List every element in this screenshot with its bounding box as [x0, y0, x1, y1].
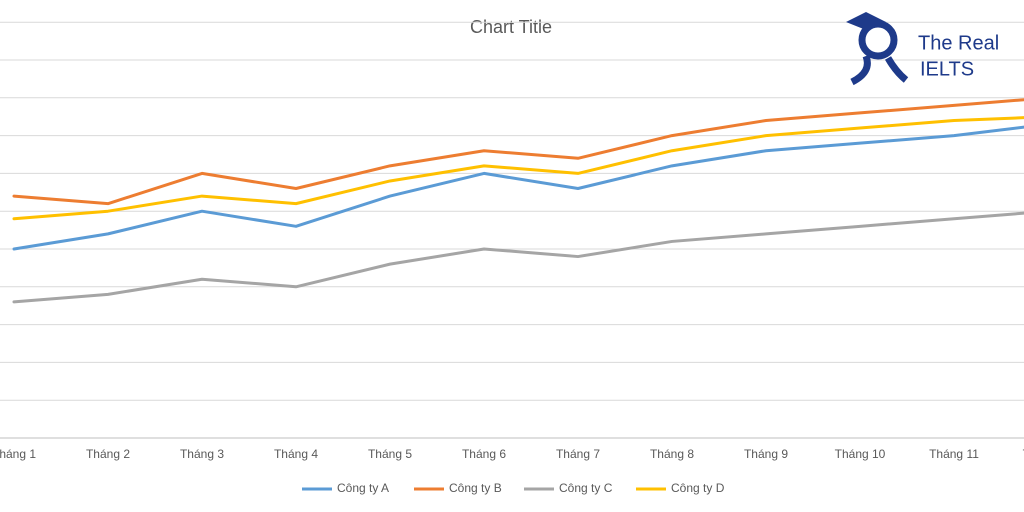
- legend-label: Công ty A: [337, 481, 389, 495]
- x-tick-label: Tháng 1: [0, 447, 36, 461]
- chart-title: Chart Title: [470, 17, 552, 37]
- series-line: [12, 211, 1024, 304]
- x-tick-label: Tháng 3: [180, 447, 224, 461]
- x-tick-label: Tháng 7: [556, 447, 600, 461]
- logo: The Real IELTS: [846, 12, 999, 86]
- x-tick-label: Tháng 4: [274, 447, 318, 461]
- x-tick-label: Tháng 12: [1023, 447, 1024, 461]
- legend-label: Công ty D: [671, 481, 725, 495]
- series-line: [12, 98, 1024, 206]
- logo-text: The Real: [918, 32, 999, 54]
- logo-body: [850, 54, 909, 86]
- x-tick-label: Tháng 5: [368, 447, 412, 461]
- legend-label: Công ty B: [449, 481, 502, 495]
- x-tick-label: Tháng 10: [835, 447, 886, 461]
- series-line: [12, 125, 1024, 251]
- logo-cap: [846, 12, 886, 30]
- legend-label: Công ty C: [559, 481, 613, 495]
- x-tick-label: Tháng 6: [462, 447, 506, 461]
- x-tick-label: Tháng 8: [650, 447, 694, 461]
- series-line: [12, 116, 1024, 221]
- logo-text: IELTS: [920, 58, 974, 80]
- x-tick-label: Tháng 9: [744, 447, 788, 461]
- x-tick-label: Tháng 11: [929, 447, 979, 461]
- x-tick-label: Tháng 2: [86, 447, 130, 461]
